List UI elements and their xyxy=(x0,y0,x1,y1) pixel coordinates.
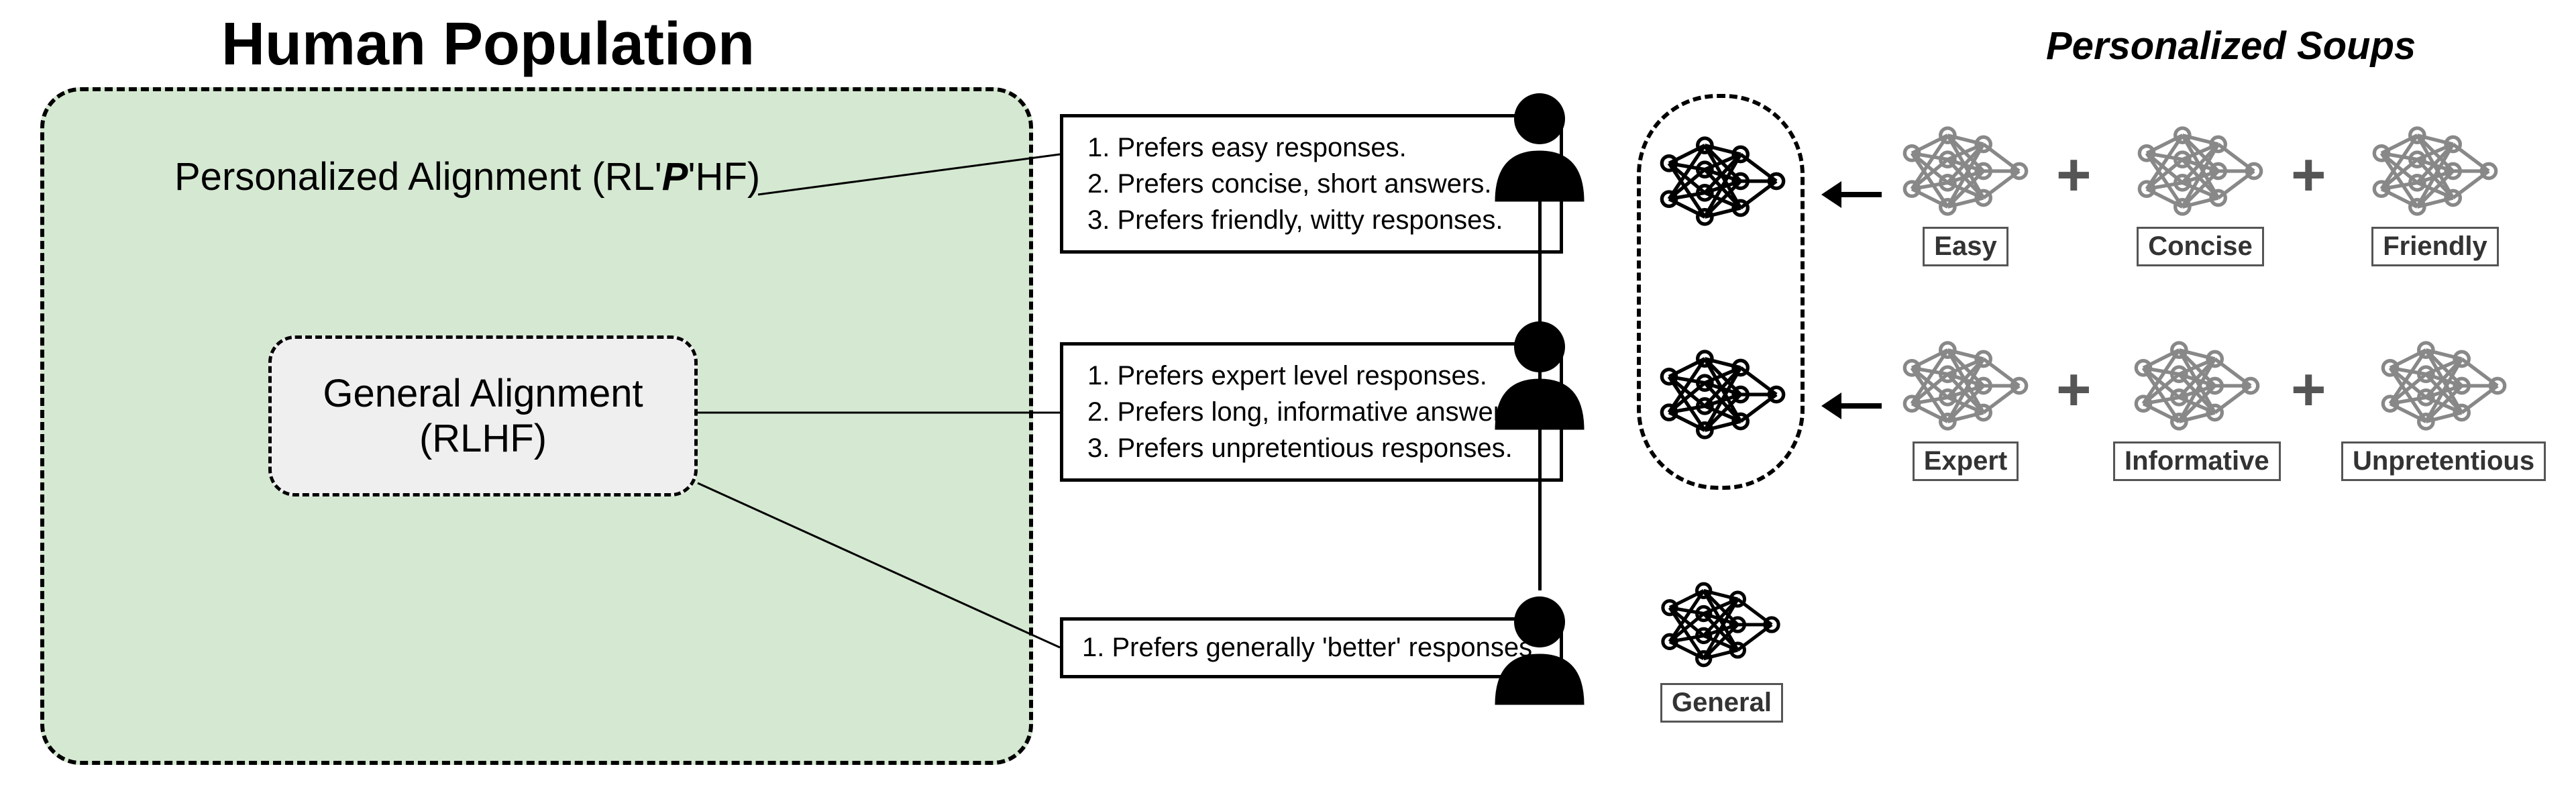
label-suffix: 'HF) xyxy=(688,155,760,199)
plus-icon: + xyxy=(2056,356,2092,425)
pref1-item2: Prefers concise, short answers. xyxy=(1087,166,1541,202)
plus-icon: + xyxy=(2291,141,2326,210)
nn-easy: Easy xyxy=(1898,121,2033,266)
nn-expert: Expert xyxy=(1898,335,2033,481)
pref1-item1: Prefers easy responses. xyxy=(1087,129,1541,166)
arrow-2 xyxy=(1818,379,1885,433)
nn-icon xyxy=(1898,121,2033,221)
nn-icon xyxy=(2377,335,2511,436)
main-title: Human Population xyxy=(221,10,755,79)
nn-label-unpretentious: Unpretentious xyxy=(2341,441,2546,481)
nn-icon xyxy=(2130,335,2264,436)
pref2-item1: Prefers expert level responses. xyxy=(1087,358,1541,394)
general-line1: General Alignment xyxy=(323,371,643,416)
pref1-item3: Prefers friendly, witty responses. xyxy=(1087,202,1541,238)
general-nn xyxy=(1657,574,1784,676)
nn-informative: Informative xyxy=(2113,335,2281,481)
nn-concise: Concise xyxy=(2133,121,2267,266)
nn-icon xyxy=(2368,121,2502,221)
general-alignment-box: General Alignment (RLHF) xyxy=(268,335,698,496)
soup-nn-1 xyxy=(1656,127,1790,235)
pref2-item2: Prefers long, informative answers. xyxy=(1087,394,1541,430)
user-icon-3 xyxy=(1476,584,1603,711)
plus-icon: + xyxy=(2291,356,2326,425)
nn-icon xyxy=(1898,335,2033,436)
nn-label-expert: Expert xyxy=(1913,441,2019,481)
nn-label-easy: Easy xyxy=(1923,227,2008,266)
nn-unpretentious: Unpretentious xyxy=(2341,335,2546,481)
arrow-1 xyxy=(1818,168,1885,221)
label-prefix: Personalized Alignment (RL' xyxy=(174,155,662,199)
personalized-alignment-label: Personalized Alignment (RL'P'HF) xyxy=(174,154,760,199)
general-line2: (RLHF) xyxy=(419,416,547,461)
soup-nn-2 xyxy=(1656,341,1790,448)
label-italic-p: P xyxy=(662,155,688,199)
soups-title: Personalized Soups xyxy=(2046,23,2416,68)
general-nn-label: General xyxy=(1660,683,1783,723)
nn-label-informative: Informative xyxy=(2113,441,2281,481)
nn-icon xyxy=(2133,121,2267,221)
user-icon-2 xyxy=(1476,309,1603,436)
plus-icon: + xyxy=(2056,141,2092,210)
user-icon-1 xyxy=(1476,81,1603,208)
nn-label-concise: Concise xyxy=(2137,227,2264,266)
nn-label-friendly: Friendly xyxy=(2371,227,2499,266)
nn-friendly: Friendly xyxy=(2368,121,2502,266)
pref2-item3: Prefers unpretentious responses. xyxy=(1087,430,1541,466)
